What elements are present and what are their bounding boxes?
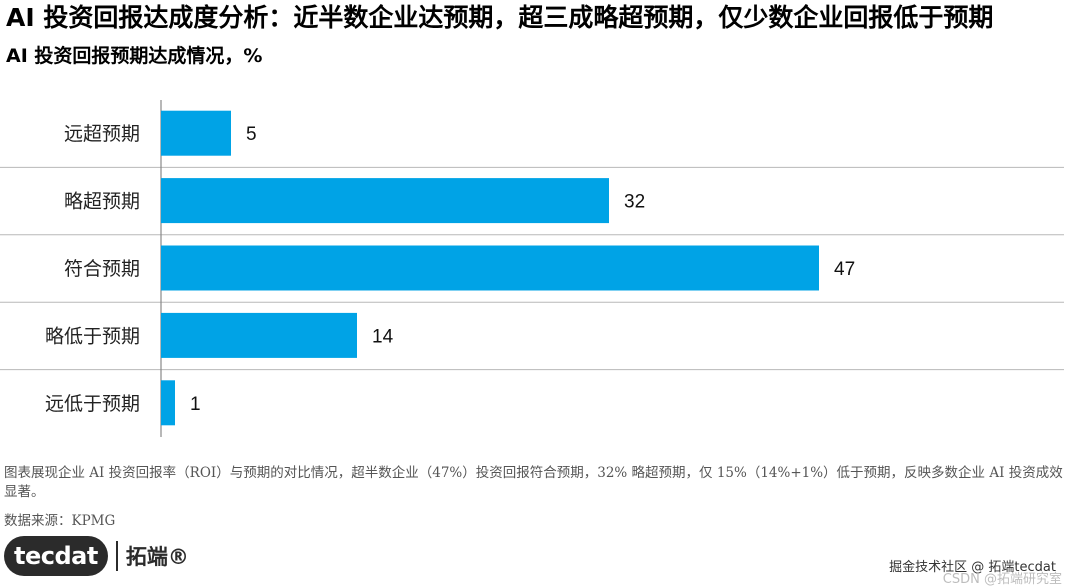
chart-title: AI 投资回报达成度分析：近半数企业达预期，超三成略超预期，仅少数企业回报低于预…: [6, 3, 994, 32]
logo-divider: [115, 541, 118, 571]
value-label: 32: [624, 192, 645, 213]
chart-note: 图表展现企业 AI 投资回报率（ROI）与预期的对比情况，超半数企业（47%）投…: [4, 465, 1063, 500]
data-source: 数据来源：KPMG: [4, 513, 116, 529]
value-label: 47: [834, 259, 855, 280]
watermark-juejin: 掘金技术社区 @ 拓端tecdat: [889, 560, 1056, 575]
category-label: 远超预期: [64, 123, 140, 145]
watermark-csdn: CSDN @拓端研究室: [942, 572, 1062, 587]
category-label: 略超预期: [64, 191, 140, 213]
value-label: 5: [246, 124, 257, 145]
bar: [161, 178, 609, 224]
category-label: 略低于预期: [45, 325, 140, 347]
tecdat-logo: tecdat 拓端®: [4, 534, 189, 578]
bar: [161, 110, 231, 156]
chart-subtitle: AI 投资回报预期达成情况，%: [6, 45, 263, 67]
value-label: 1: [190, 394, 201, 415]
bar: [161, 380, 175, 426]
logo-chinese-text: 拓端®: [125, 545, 189, 569]
value-label: 14: [372, 326, 394, 347]
logo-badge: tecdat: [4, 536, 108, 576]
bar: [161, 245, 819, 291]
category-label: 远低于预期: [45, 393, 140, 415]
bar: [161, 312, 357, 358]
category-label: 符合预期: [64, 258, 140, 280]
